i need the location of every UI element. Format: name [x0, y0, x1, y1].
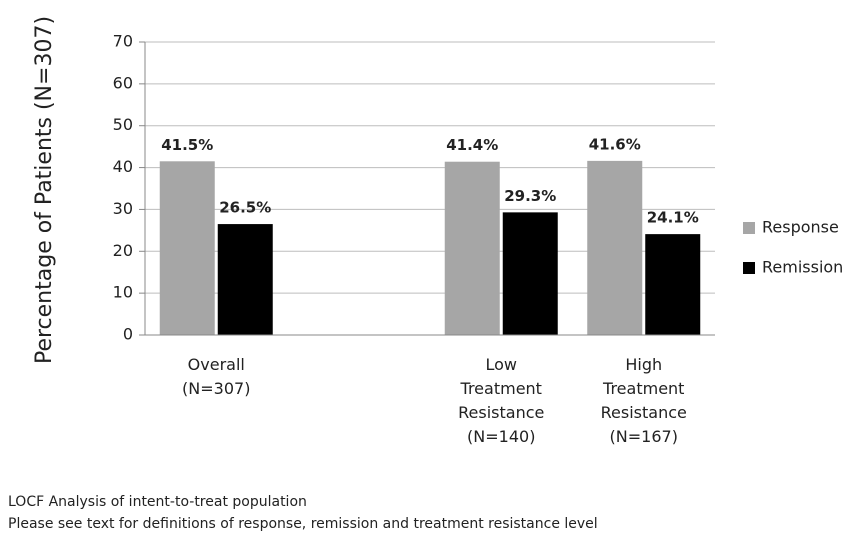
y-tick-label: 40 — [113, 157, 133, 176]
y-tick-label: 70 — [113, 32, 133, 51]
y-tick-label: 10 — [113, 283, 133, 302]
value-label: 26.5% — [219, 199, 271, 217]
value-label: 41.6% — [589, 135, 641, 153]
value-label: 41.4% — [446, 136, 498, 154]
legend-label: Response — [762, 218, 839, 237]
x-tick-label: Low Treatment Resistance (N=140) — [458, 355, 544, 446]
y-tick-label: 50 — [113, 115, 133, 134]
value-label: 24.1% — [647, 209, 699, 227]
bar — [502, 212, 558, 335]
legend-label: Remission — [762, 258, 843, 277]
bar — [159, 161, 215, 335]
bar — [217, 224, 273, 335]
bar — [587, 160, 643, 335]
footnote: Please see text for definitions of respo… — [8, 516, 598, 532]
x-tick-label: Overall (N=307) — [182, 355, 250, 398]
y-tick-label: 20 — [113, 241, 133, 260]
y-tick-label: 30 — [113, 199, 133, 218]
y-tick-label: 60 — [113, 73, 133, 92]
footnote: LOCF Analysis of intent-to-treat populat… — [8, 494, 307, 510]
value-label: 29.3% — [504, 187, 556, 205]
y-tick-label: 0 — [123, 325, 133, 344]
bar — [645, 234, 701, 335]
y-axis-label: Percentage of Patients (N=307) — [32, 16, 57, 364]
x-tick-label: High Treatment Resistance (N=167) — [601, 355, 687, 446]
legend-swatch — [743, 222, 755, 234]
bar — [444, 161, 500, 335]
value-label: 41.5% — [161, 136, 213, 154]
legend-swatch — [743, 262, 755, 274]
